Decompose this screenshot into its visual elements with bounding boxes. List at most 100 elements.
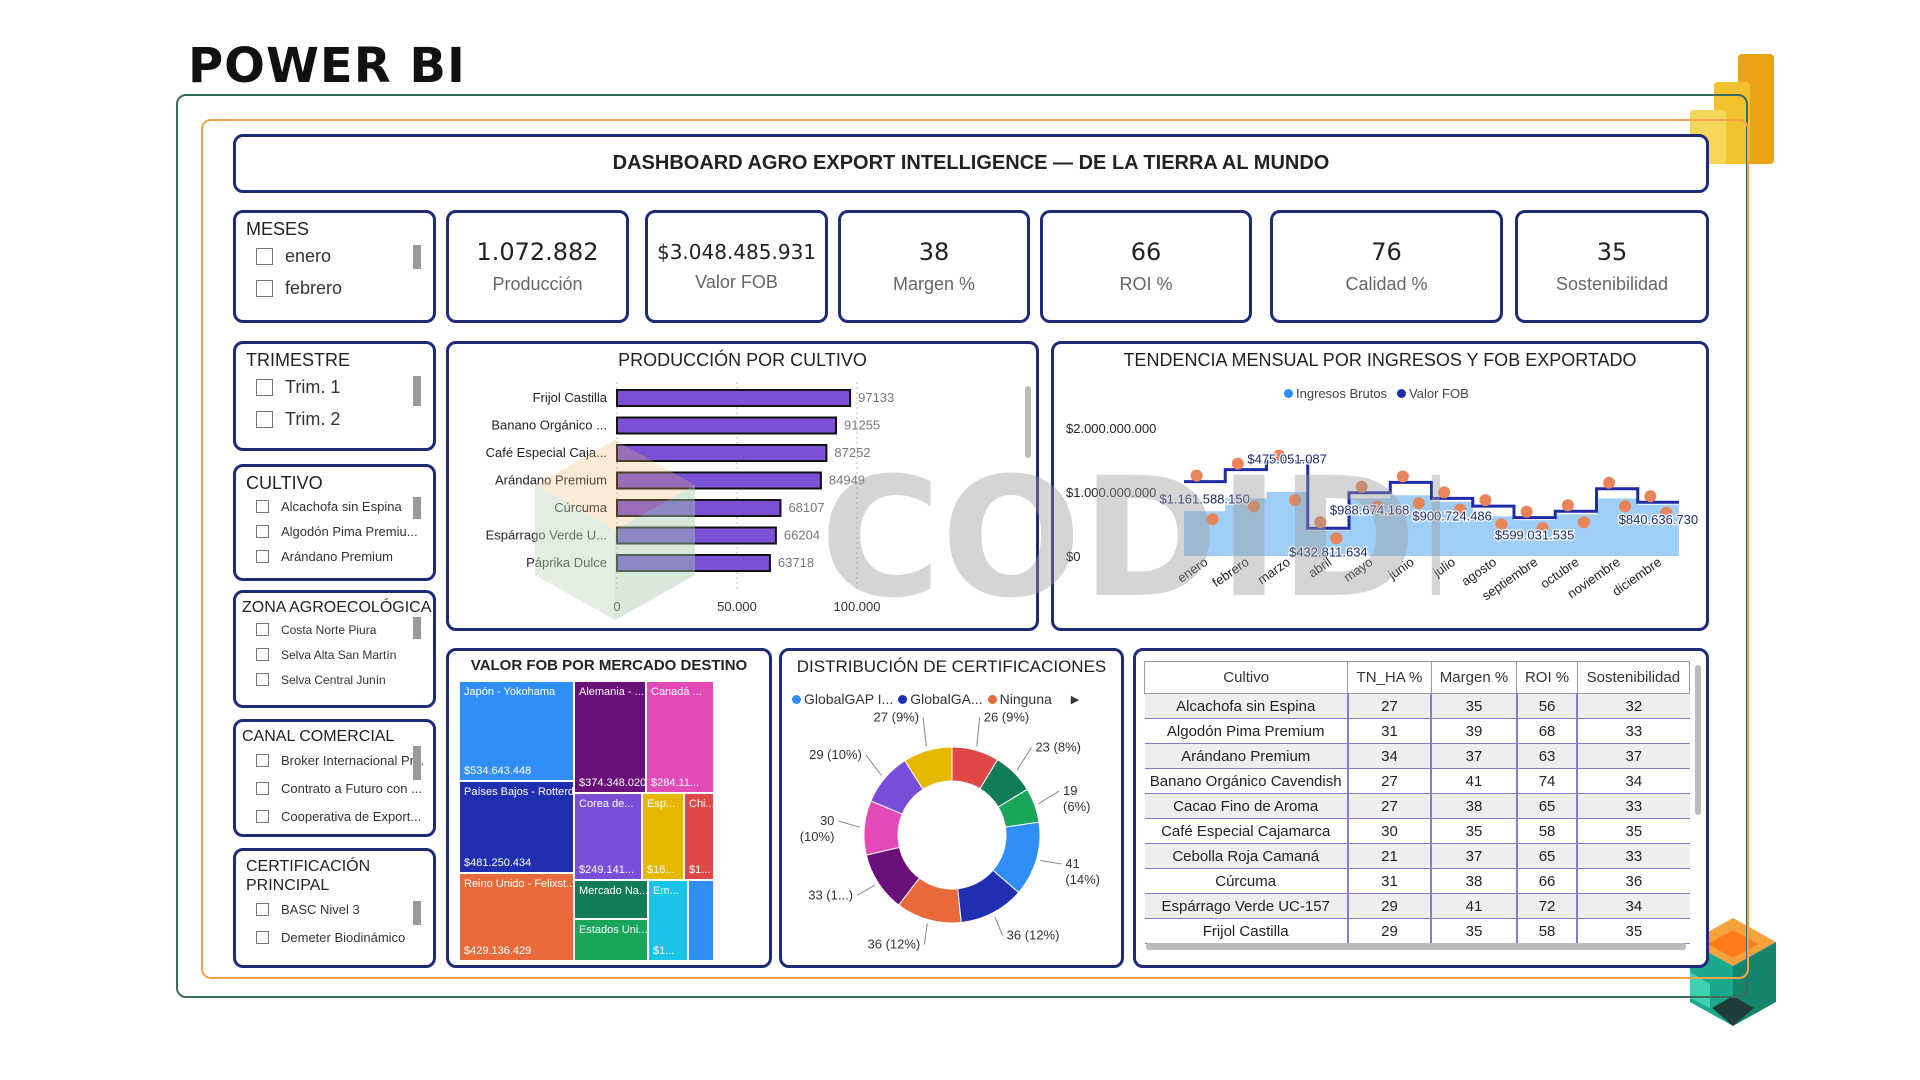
table-row[interactable]: Algodón Pima Premium 31 39 68 33 (1144, 718, 1690, 744)
treemap-tile[interactable]: Chi... $1... (685, 794, 713, 879)
slicer-certificacion-item[interactable]: BASC Nivel 3 (236, 895, 433, 923)
slice-label: 41 (14%) (1065, 856, 1100, 887)
table-row[interactable]: Alcachofa sin Espina 27 35 56 32 (1144, 693, 1690, 719)
slicer-trimestre[interactable]: TRIMESTRE Trim. 1 Trim. 2 (233, 341, 436, 451)
donut-chart[interactable]: DISTRIBUCIÓN DE CERTIFICACIONES GlobalGA… (779, 648, 1124, 968)
slicer-canal[interactable]: CANAL COMERCIAL Broker Internacional Pr.… (233, 719, 436, 837)
table-row[interactable]: Cebolla Roja Camaná 21 37 65 33 (1144, 843, 1690, 869)
slicer-zona[interactable]: ZONA AGROECOLÓGICA Costa Norte Piura Sel… (233, 590, 436, 708)
checkbox[interactable] (256, 623, 269, 636)
checkbox[interactable] (256, 279, 273, 297)
column-header[interactable]: ROI % (1516, 661, 1578, 694)
checkbox[interactable] (256, 500, 269, 513)
treemap-tile[interactable]: Países Bajos - Rotterd... $481.250.434 (460, 782, 573, 872)
checkbox[interactable] (256, 930, 269, 944)
legend-item[interactable]: GlobalGAP I... (792, 691, 893, 707)
table-row[interactable]: Espárrago Verde UC-157 29 41 72 34 (1144, 893, 1690, 919)
slicer-cultivo-item[interactable]: Algodón Pima Premiu... (236, 519, 433, 544)
slicer-meses-item[interactable]: enero (236, 240, 433, 272)
scrollbar[interactable] (413, 746, 421, 780)
column-header[interactable]: Sostenibilidad (1576, 661, 1690, 694)
slicer-trimestre-item[interactable]: Trim. 1 (236, 371, 433, 403)
checkbox[interactable] (256, 410, 273, 428)
table-cell: 56 (1515, 693, 1578, 719)
table-row[interactable]: Cacao Fino de Aroma 27 38 65 33 (1144, 793, 1690, 819)
kpi-label: Calidad % (1345, 274, 1428, 294)
slicer-certificacion[interactable]: CERTIFICACIÓN PRINCIPAL BASC Nivel 3 Dem… (233, 848, 436, 968)
checkbox[interactable] (256, 525, 269, 538)
slicer-cultivo-item[interactable]: Arándano Premium (236, 544, 433, 569)
kpi-produccion[interactable]: 1.072.882 Producción (446, 210, 629, 323)
tendencia-chart[interactable]: TENDENCIA MENSUAL POR INGRESOS Y FOB EXP… (1051, 341, 1709, 631)
kpi-calidad[interactable]: 76 Calidad % (1270, 210, 1503, 323)
checkbox[interactable] (256, 753, 269, 767)
treemap-chart[interactable]: VALOR FOB POR MERCADO DESTINO Japón - Yo… (446, 648, 772, 968)
slicer-meses-item[interactable]: febrero (236, 272, 433, 304)
checkbox[interactable] (256, 902, 269, 916)
scrollbar[interactable] (413, 245, 421, 269)
treemap-tile[interactable]: Japón - Yokohama $534.643.448 (460, 682, 573, 780)
slicer-canal-item[interactable]: Broker Internacional Pr... (236, 746, 433, 774)
checkbox[interactable] (256, 781, 269, 795)
treemap-tile[interactable]: Estados Uni... (575, 920, 647, 960)
scrollbar[interactable] (413, 901, 421, 925)
kpi-valor-fob[interactable]: $3.048.485.931 Valor FOB (645, 210, 828, 323)
checkbox[interactable] (256, 648, 269, 661)
checkbox[interactable] (256, 247, 273, 265)
data-table[interactable]: Cultivo TN_HA % Margen % ROI % Sostenibilida… (1133, 648, 1709, 968)
scrollbar[interactable] (413, 497, 421, 519)
treemap-tile[interactable]: Alemania - ... $374.348.020 (575, 682, 645, 792)
kpi-roi[interactable]: 66 ROI % (1040, 210, 1252, 323)
scrollbar[interactable] (413, 376, 421, 406)
treemap-tile[interactable]: Esp... $16... (643, 794, 683, 879)
scrollbar[interactable] (413, 617, 421, 639)
horizontal-scrollbar[interactable] (1146, 943, 1686, 950)
slicer-trimestre-item[interactable]: Trim. 2 (236, 403, 433, 435)
checkbox[interactable] (256, 809, 269, 823)
legend-item[interactable]: Ingresos Brutos (1284, 386, 1387, 401)
cube-logo-icon (1688, 918, 1778, 1033)
slicer-canal-item[interactable]: Cooperativa de Export... (236, 802, 433, 830)
table-cell: Alcachofa sin Espina (1144, 693, 1348, 719)
treemap-tile-value: $374.348.020 (579, 777, 645, 789)
table-row[interactable]: Banano Orgánico Cavendish 27 41 74 34 (1144, 768, 1690, 794)
vertical-scrollbar[interactable] (1695, 665, 1701, 815)
slicer-canal-item[interactable]: Contrato a Futuro con ... (236, 774, 433, 802)
table-cell: 39 (1430, 718, 1517, 744)
kpi-sostenibilidad[interactable]: 35 Sostenibilidad (1515, 210, 1709, 323)
table-row[interactable]: Arándano Premium 34 37 63 37 (1144, 743, 1690, 769)
marker-dot (1355, 480, 1368, 493)
treemap-tile[interactable]: Canadá ... $284.11... (647, 682, 713, 792)
checkbox[interactable] (256, 378, 273, 396)
treemap-tile[interactable]: Reino Unido - Felixst... $429.136.429 (460, 874, 573, 960)
treemap-tile[interactable] (689, 881, 713, 960)
legend-next-icon[interactable]: ▶ (1070, 693, 1080, 706)
legend-item[interactable]: Ninguna (987, 691, 1052, 707)
legend-item[interactable]: Valor FOB (1397, 386, 1469, 401)
checkbox[interactable] (256, 550, 269, 563)
kpi-margen[interactable]: 38 Margen % (838, 210, 1030, 323)
table-row[interactable]: Café Especial Cajamarca 30 35 58 35 (1144, 818, 1690, 844)
table-row[interactable]: Cúrcuma 31 38 66 36 (1144, 868, 1690, 894)
produccion-chart[interactable]: PRODUCCIÓN POR CULTIVO 0 50.000 100.000 Fri… (446, 341, 1039, 631)
treemap-tile[interactable]: Corea de... $249.141... (575, 794, 641, 879)
table-row[interactable]: Frijol Castilla 29 35 58 35 (1144, 918, 1690, 944)
data-label: $1.161.588.150 (1159, 492, 1249, 507)
column-header[interactable]: Cultivo (1144, 661, 1349, 694)
column-header[interactable]: TN_HA % (1347, 661, 1432, 694)
slicer-certificacion-item[interactable]: Demeter Biodinámico (236, 923, 433, 951)
column-header[interactable]: Margen % (1430, 661, 1518, 694)
data-label: 87252 (834, 445, 870, 460)
legend-item[interactable]: GlobalGA... (898, 691, 983, 707)
slicer-zona-item[interactable]: Selva Central Junín (236, 667, 433, 692)
treemap-tile[interactable]: Mercado Na... (575, 881, 647, 918)
marker-dot (1660, 506, 1673, 519)
slicer-cultivo[interactable]: CULTIVO Alcachofa sin Espina Algodón Pim… (233, 464, 436, 581)
slicer-meses[interactable]: MESES enero febrero (233, 210, 436, 323)
slicer-zona-item[interactable]: Selva Alta San Martín (236, 642, 433, 667)
slicer-cultivo-item[interactable]: Alcachofa sin Espina (236, 494, 433, 519)
checkbox[interactable] (256, 673, 269, 686)
treemap-tile[interactable]: Em... $1... (649, 881, 687, 960)
slicer-zona-item[interactable]: Costa Norte Piura (236, 617, 433, 642)
marker-dot (1619, 500, 1632, 513)
